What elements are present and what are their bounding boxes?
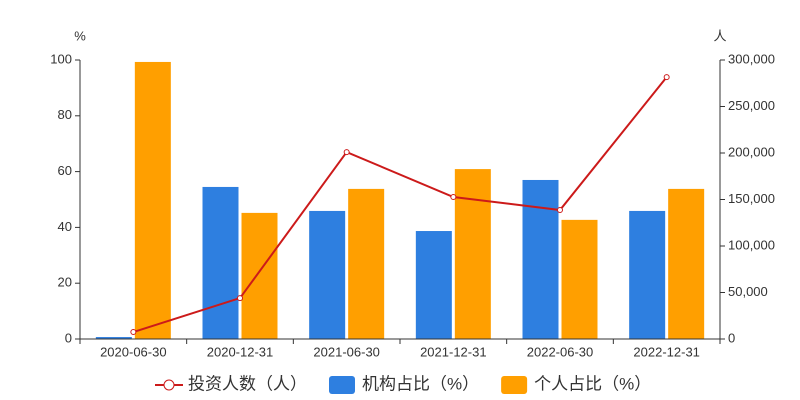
legend-label: 个人占比（%） [534,374,651,393]
y-tick-label: 40 [58,219,72,234]
x-tick-label: 2022-06-30 [527,344,594,359]
bar [522,179,559,339]
x-tick-label: 2020-12-31 [207,344,274,359]
bar [629,210,666,339]
bar [241,212,278,339]
legend-swatch [329,376,355,394]
line-point [557,207,563,214]
y-axis-label: % [74,28,86,43]
legend-item: 个人占比（%） [501,374,651,394]
bar [348,188,385,339]
line-point [343,149,350,156]
y-tick-label: 20 [58,275,72,290]
y2-tick-label: 100,000 [728,237,775,252]
y2-tick-label: 300,000 [728,51,775,66]
line-point [237,295,243,302]
bar [95,337,132,339]
line-point [663,74,670,81]
bar [668,188,705,339]
legend-label: 机构占比（%） [362,374,479,393]
legend-item: 投资人数（人） [155,374,307,393]
y-tick-label: 0 [65,330,72,345]
y2-axis-label: 人 [713,28,726,43]
y2-tick-label: 250,000 [728,98,775,113]
legend-swatch [501,376,528,394]
y-tick-label: 60 [58,163,72,178]
y2-tick-label: 0 [728,330,735,345]
y-tick-label: 80 [58,107,72,122]
line-point [450,193,457,200]
bar [134,61,171,339]
y2-tick-label: 200,000 [728,144,775,159]
bar [202,186,239,339]
y2-tick-label: 150,000 [728,191,775,206]
legend: 投资人数（人） 机构占比（%） 个人占比（%） [155,374,651,394]
x-tick-label: 2020-06-30 [100,344,167,359]
legend-marker [163,379,175,391]
x-tick-label: 2021-12-31 [420,344,487,359]
bar [415,231,452,339]
line [133,76,668,333]
x-tick-label: 2022-12-31 [633,344,700,359]
x-tick-label: 2021-06-30 [313,344,380,359]
bar [454,169,491,339]
legend-item: 机构占比（%） [329,374,479,394]
y-tick-label: 100 [50,51,72,66]
legend-label: 投资人数（人） [188,374,307,393]
bar [309,210,346,339]
y2-tick-label: 50,000 [728,284,768,299]
bar [561,219,598,339]
line-point [130,329,137,336]
